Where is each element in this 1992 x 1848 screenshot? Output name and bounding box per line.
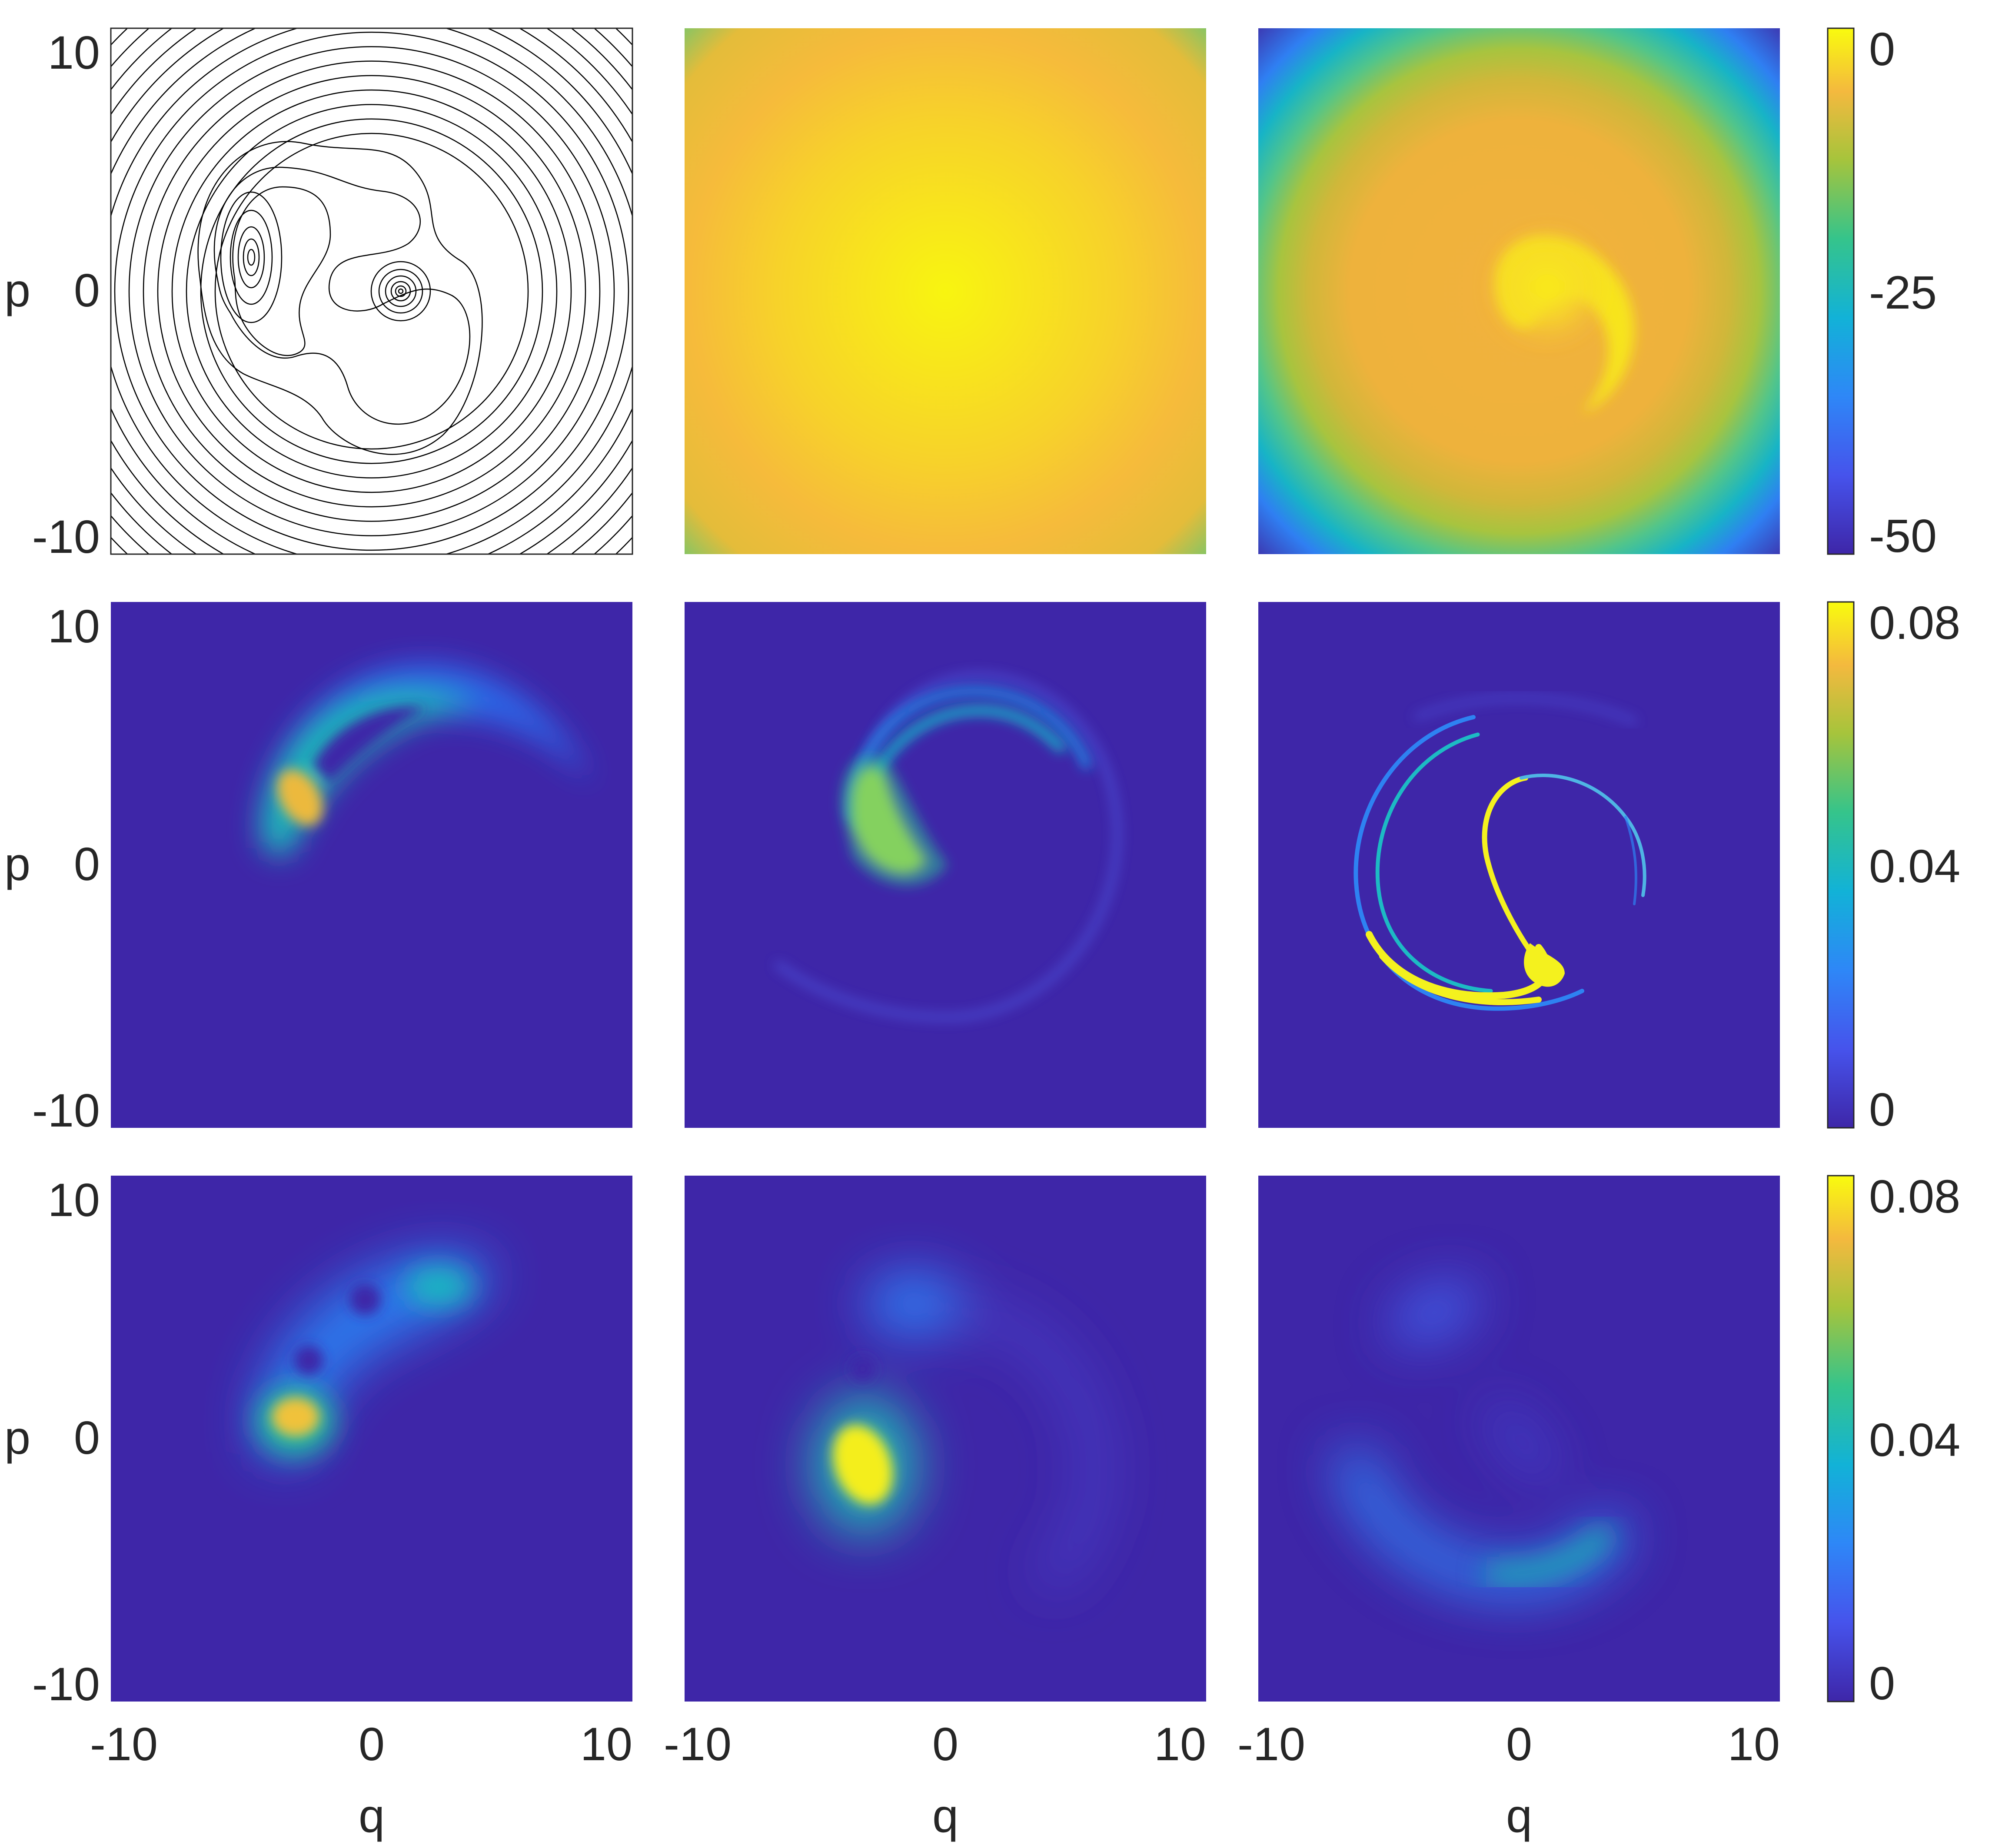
cbtick-r1-004: 0.04 [1869, 840, 1960, 892]
contour-circle [114, 31, 629, 551]
cbtick-r0-m25: -25 [1869, 266, 1937, 319]
contour-circle [128, 46, 615, 536]
ylabel-r2: p [4, 1411, 30, 1464]
ytick-r1-m10: -10 [32, 1084, 100, 1137]
xtick-c0-10: 10 [580, 1718, 632, 1770]
heatmap-r1c0-hole [313, 706, 426, 782]
contour-circle [186, 104, 558, 479]
panel-heatmap-r2c2 [1258, 1176, 1780, 1702]
ytick-r2-0: 0 [74, 1411, 100, 1464]
heatmap-r2c2-inner-arc [1485, 1403, 1557, 1483]
panel-contour [111, 28, 632, 554]
xlabel-c0: q [359, 1789, 385, 1842]
heatmap-r1c1-outer-spiral [775, 672, 1121, 1020]
ytick-r2-10: 10 [48, 1173, 100, 1226]
heatmap-r1c2-hot-tail [1524, 943, 1565, 987]
cbtick-r2-004: 0.04 [1869, 1413, 1960, 1466]
colorbar-r1 [1827, 601, 1855, 1129]
panel-contour-frame [110, 27, 633, 555]
xlabel-c1: q [932, 1789, 958, 1842]
heatmap-r2c1-hotspot [832, 1425, 893, 1505]
heatmap-r2c1-faint-arc [959, 1300, 1107, 1592]
panel-heatmap-r1c1 [685, 602, 1206, 1128]
heatmap-r2c1-blob-top [865, 1273, 961, 1334]
contour-separatrix-inner [232, 186, 331, 356]
panel-heatmap-r1c0 [111, 602, 632, 1128]
panel-heatmap-r1c2 [1258, 602, 1780, 1128]
ytick-r1-0: 0 [74, 838, 100, 890]
heatmap-r1c2-left-arc-2 [1375, 732, 1493, 993]
xtick-c1-m10: -10 [664, 1718, 732, 1770]
colorbar-r2 [1827, 1175, 1855, 1702]
heatmap-r1c2-outer-arc [1414, 695, 1637, 724]
xtick-c0-0: 0 [359, 1718, 385, 1770]
xtick-c2-10: 10 [1728, 1718, 1780, 1770]
ytick-r2-m10: -10 [32, 1658, 100, 1710]
colorbar-r0 [1827, 27, 1855, 555]
contour-center-spiral [370, 261, 431, 322]
xlabel-c2: q [1506, 1789, 1532, 1842]
panel-heatmap-r0c1 [685, 28, 1206, 554]
heatmap-r1c2-inner-spiral [1482, 775, 1550, 976]
contour-mid-loop [197, 141, 483, 455]
heatmap-r2c0-hotspot [272, 1397, 319, 1436]
contour-outer-circles [111, 28, 632, 554]
contour-circle [214, 133, 529, 450]
ytick-r0-m10: -10 [32, 510, 100, 563]
xtick-c2-m10: -10 [1237, 1718, 1305, 1770]
xtick-c1-10: 10 [1154, 1718, 1206, 1770]
heatmap-r2c2-blob-top [1390, 1283, 1479, 1343]
heatmap-r1c2-yellow-s-2 [1379, 953, 1542, 1005]
contour-circle [157, 75, 586, 508]
heatmap-r2c0-blob-top [404, 1267, 474, 1306]
xtick-c2-0: 0 [1506, 1718, 1532, 1770]
contour-separatrix [213, 166, 471, 425]
heatmap-r2c2-hot-arc [1486, 1524, 1615, 1583]
ylabel-r1: p [4, 838, 30, 890]
cbtick-r1-008: 0.08 [1869, 596, 1960, 649]
contour-left-island [220, 191, 283, 323]
cbtick-r0-0: 0 [1869, 23, 1895, 75]
heatmap-r1c2-bg [1258, 602, 1780, 1128]
heatmap-r2c0-hole-1 [349, 1284, 381, 1315]
cbtick-r2-0: 0 [1869, 1657, 1895, 1709]
heatmap-r0c2-bright-core [1495, 235, 1600, 339]
heatmap-r1c2-inner-spiral-c [1624, 816, 1637, 905]
heatmap-r2c0-hole-2 [294, 1346, 323, 1375]
ytick-r0-10: 10 [48, 26, 100, 79]
heatmap-r1c0-hotspot [277, 769, 323, 826]
heatmap-r0c1-field [685, 28, 1206, 554]
ytick-r1-10: 10 [48, 600, 100, 652]
heatmap-r2c0-bg [111, 1176, 632, 1702]
xtick-c1-0: 0 [932, 1718, 958, 1770]
cbtick-r2-008: 0.08 [1869, 1170, 1960, 1223]
heatmap-r1c2-inner-spiral-b [1520, 774, 1646, 897]
contour-circle [171, 89, 572, 493]
contour-circle [200, 118, 543, 464]
panel-heatmap-r2c1 [685, 1176, 1206, 1702]
contour-circle [143, 60, 601, 522]
heatmap-r2c1-hole [851, 1357, 875, 1381]
cbtick-r0-m50: -50 [1869, 509, 1937, 562]
cbtick-r1-0: 0 [1869, 1083, 1895, 1136]
ytick-r0-0: 0 [74, 264, 100, 316]
xtick-c0-m10: -10 [90, 1718, 158, 1770]
ylabel-r0: p [4, 264, 30, 316]
panel-heatmap-r0c2 [1258, 28, 1780, 554]
heatmap-r1c1-halo [841, 755, 948, 886]
heatmap-r1c0-arc-inner [260, 689, 478, 861]
heatmap-r2c1-bg [685, 1176, 1206, 1702]
panel-heatmap-r2c0 [111, 1176, 632, 1702]
